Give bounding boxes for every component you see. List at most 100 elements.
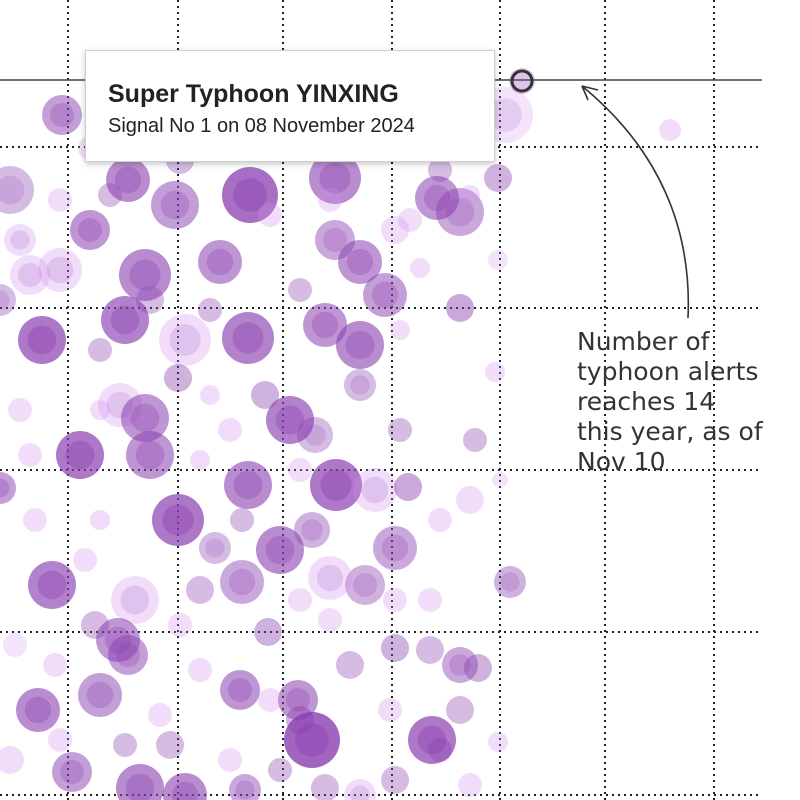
bubble-point[interactable] [159,314,211,366]
bubble-point[interactable] [310,459,362,511]
bubble-point[interactable] [43,653,67,677]
bubble-point[interactable] [297,417,333,453]
bubble-point[interactable] [345,565,385,605]
bubble-point[interactable] [492,472,508,488]
bubble-point[interactable] [258,688,282,712]
bubble-point[interactable] [258,203,282,227]
bubble-point[interactable] [318,188,342,212]
bubble-point[interactable] [218,748,242,772]
bubble-point[interactable] [199,532,231,564]
bubble-point[interactable] [488,732,508,752]
bubble-point[interactable] [336,321,384,369]
bubble-point[interactable] [18,443,42,467]
bubble-point[interactable] [48,188,72,212]
bubble-point[interactable] [4,224,36,256]
bubble-point[interactable] [10,255,50,295]
bubble-point[interactable] [456,486,484,514]
bubble-point[interactable] [336,651,364,679]
bubble-point[interactable] [458,773,482,797]
bubble-point[interactable] [0,284,16,316]
bubble-point[interactable] [186,576,214,604]
bubble-point[interactable] [659,119,681,141]
bubble-point[interactable] [344,369,376,401]
bubble-point[interactable] [318,608,342,632]
bubble-point[interactable] [113,733,137,757]
bubble-point[interactable] [494,566,526,598]
bubble-point[interactable] [408,716,456,764]
bubble-point[interactable] [338,240,382,284]
bubble-point[interactable] [428,738,452,762]
bubble-point[interactable] [220,560,264,604]
bubble-point[interactable] [381,766,409,794]
bubble-point[interactable] [266,396,314,444]
bubble-point[interactable] [119,249,171,301]
bubble-point[interactable] [485,362,505,382]
bubble-point[interactable] [222,167,278,223]
bubble-point[interactable] [256,526,304,574]
bubble-point[interactable] [460,185,480,205]
bubble-point[interactable] [410,258,430,278]
bubble-point[interactable] [390,320,410,340]
bubble-point[interactable] [442,647,478,683]
bubble-point[interactable] [286,706,314,734]
bubble-point[interactable] [18,316,66,364]
bubble-point[interactable] [268,758,292,782]
bubble-point[interactable] [106,158,150,202]
bubble-point[interactable] [28,561,76,609]
bubble-point[interactable] [373,526,417,570]
bubble-point[interactable] [344,779,376,800]
bubble-point[interactable] [294,512,330,548]
bubble-point[interactable] [428,508,452,532]
bubble-point[interactable] [0,166,34,214]
bubble-point[interactable] [101,296,149,344]
bubble-point[interactable] [164,364,192,392]
bubble-point[interactable] [383,588,407,612]
bubble-point[interactable] [278,680,318,720]
bubble-point[interactable] [446,696,474,724]
bubble-point[interactable] [415,176,459,220]
bubble-point[interactable] [168,613,192,637]
bubble-point[interactable] [464,654,492,682]
bubble-point[interactable] [288,458,312,482]
bubble-point[interactable] [488,250,508,270]
bubble-point[interactable] [436,188,484,236]
highlighted-point[interactable] [510,69,534,93]
bubble-point[interactable] [73,548,97,572]
bubble-point[interactable] [136,286,164,314]
bubble-point[interactable] [52,752,92,792]
bubble-point[interactable] [288,278,312,302]
bubble-point[interactable] [151,181,199,229]
bubble-point[interactable] [418,588,442,612]
bubble-point[interactable] [230,508,254,532]
bubble-point[interactable] [224,461,272,509]
bubble-point[interactable] [303,303,347,347]
bubble-point[interactable] [152,494,204,546]
bubble-point[interactable] [284,712,340,768]
bubble-point[interactable] [398,208,422,232]
bubble-point[interactable] [90,510,110,530]
bubble-point[interactable] [38,248,82,292]
bubble-point[interactable] [88,338,112,362]
bubble-point[interactable] [70,210,110,250]
bubble-point[interactable] [394,473,422,501]
bubble-point[interactable] [81,611,109,639]
bubble-point[interactable] [8,398,32,422]
bubble-point[interactable] [254,618,282,646]
bubble-point[interactable] [78,673,122,717]
bubble-point[interactable] [42,95,82,135]
bubble-point[interactable] [126,431,174,479]
bubble-point[interactable] [484,164,512,192]
bubble-point[interactable] [98,183,122,207]
bubble-point[interactable] [198,240,242,284]
bubble-point[interactable] [163,773,207,800]
bubble-point[interactable] [111,576,159,624]
bubble-point[interactable] [23,508,47,532]
bubble-point[interactable] [56,431,104,479]
bubble-point[interactable] [353,468,397,512]
bubble-point[interactable] [428,158,452,182]
bubble-point[interactable] [48,728,72,752]
bubble-point[interactable] [463,428,487,452]
bubble-point[interactable] [220,670,260,710]
bubble-point[interactable] [156,731,184,759]
bubble-point[interactable] [3,633,27,657]
